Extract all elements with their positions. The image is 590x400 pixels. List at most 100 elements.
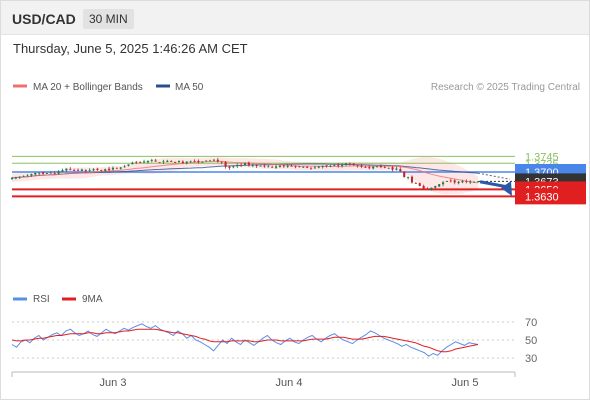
candle (69, 167, 72, 171)
candle-body (193, 160, 196, 162)
rsi-legend-label: RSI (33, 294, 50, 305)
candle (154, 158, 157, 162)
symbol-title: USD/CAD (12, 11, 76, 27)
candle-body (453, 180, 456, 183)
candle (80, 168, 83, 172)
candle (465, 179, 468, 184)
ma50-projection (477, 172, 511, 180)
candle-body (135, 161, 138, 163)
candle (243, 162, 247, 166)
candle (170, 160, 173, 163)
candle-body (220, 161, 223, 163)
candle-body (108, 168, 111, 170)
candle-body (426, 188, 429, 190)
candle (115, 167, 118, 170)
candle (379, 164, 382, 169)
time-axis-label: Jun 5 (452, 377, 479, 389)
candle-body (255, 165, 258, 167)
candle (426, 187, 429, 191)
candle-body (104, 169, 107, 171)
candle (430, 187, 433, 191)
candle-body (45, 173, 49, 174)
candle-body (476, 181, 480, 183)
candle (108, 166, 111, 172)
candle (57, 170, 60, 175)
candle-body (14, 177, 17, 179)
candle-body (407, 177, 410, 179)
candle (240, 162, 243, 168)
timeframe-badge[interactable]: 30 MIN (83, 9, 134, 29)
candle-body (38, 172, 41, 174)
candle (34, 171, 37, 176)
candle-body (174, 162, 177, 163)
candle (364, 165, 367, 168)
candle (360, 163, 363, 169)
candle-body (298, 166, 301, 168)
candle-body (243, 163, 247, 166)
candle (309, 166, 313, 170)
candle (73, 168, 76, 172)
candle-body (146, 160, 149, 163)
candle (344, 163, 348, 166)
time-axis: Jun 3 Jun 4 Jun 5 (11, 371, 516, 389)
candle (61, 168, 64, 173)
candle-body (465, 181, 468, 183)
candle-body (201, 161, 204, 163)
candle-body (473, 181, 476, 183)
candle (96, 167, 99, 171)
candle (387, 167, 390, 169)
candle (104, 168, 107, 173)
candle (177, 160, 181, 163)
candle (193, 159, 196, 163)
candle (368, 165, 371, 170)
candle (290, 164, 293, 167)
candle-body (158, 162, 161, 164)
candle-body (100, 170, 103, 172)
candle-body (224, 162, 227, 167)
candle (294, 165, 297, 169)
candle (247, 161, 250, 167)
candle-body (368, 167, 371, 169)
candle (76, 168, 80, 171)
candle-body (469, 181, 472, 183)
candle-body (449, 180, 452, 182)
forecast-arrow-head (501, 181, 512, 197)
candle-body (88, 170, 91, 172)
candle (271, 165, 274, 168)
candle-body (139, 162, 142, 163)
candle (375, 166, 379, 168)
level-tag-label: 1.3630 (525, 191, 559, 203)
candle-body (403, 171, 406, 178)
candle-body (274, 166, 278, 168)
candle-body (414, 183, 417, 184)
candle-body (286, 165, 289, 167)
candle (162, 159, 165, 164)
candle-body (41, 172, 45, 174)
candle-body (263, 165, 266, 167)
candle (185, 161, 188, 165)
candle (321, 165, 324, 169)
candle (414, 182, 417, 184)
candle (49, 171, 52, 174)
candle-body (96, 168, 99, 170)
candle (461, 179, 464, 184)
forecast-arrow-shaft (479, 180, 509, 189)
candle (158, 162, 161, 164)
candle-body (348, 163, 351, 165)
candle-body (352, 163, 355, 166)
candle-body (395, 168, 398, 170)
candle (119, 167, 122, 170)
candle (422, 184, 425, 190)
candle (313, 165, 316, 169)
candle (41, 171, 45, 175)
candle (224, 160, 227, 169)
candle (88, 168, 91, 172)
candle-body (259, 165, 262, 167)
candle (445, 180, 449, 182)
rsi-ma-line (11, 328, 479, 353)
candle-body (228, 166, 231, 168)
candle-body (461, 181, 464, 183)
candle-body (410, 176, 414, 183)
